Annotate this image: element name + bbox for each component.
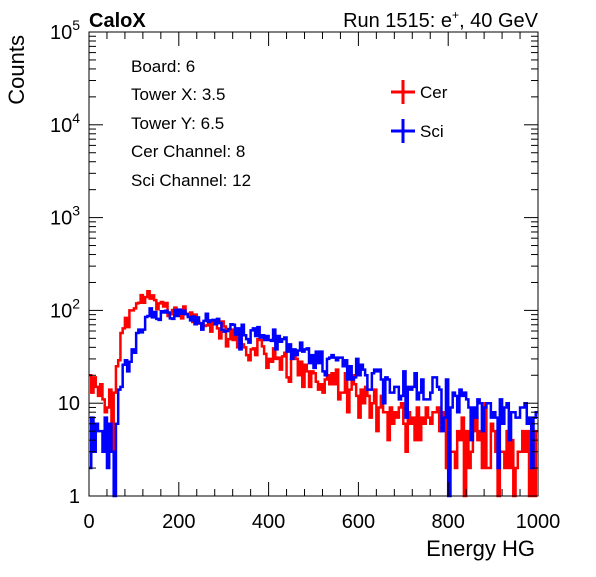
run-label-sup: + (452, 8, 459, 22)
x-axis-title: Energy HG (426, 536, 535, 561)
info-tower-y: Tower Y: 6.5 (131, 114, 224, 133)
legend-cer-marker (391, 80, 415, 104)
axis-layer: 0 200 400 600 800 1000 1 10 102 103 104 105 (50, 17, 560, 533)
legend-sci-marker (391, 119, 415, 143)
series-cer-line (89, 289, 538, 498)
x-tick-label: 400 (252, 511, 285, 533)
run-label: Run 1515: e+, 40 GeV (343, 8, 539, 32)
legend: Cer Sci (391, 80, 448, 143)
info-tower-x: Tower X: 3.5 (131, 85, 226, 104)
info-cer-channel: Cer Channel: 8 (131, 142, 245, 161)
info-board: Board: 6 (131, 57, 195, 76)
y-tick-label: 1 (69, 486, 80, 508)
x-tick-label: 800 (432, 511, 465, 533)
x-tick-label: 600 (342, 511, 375, 533)
run-label-prefix: Run 1515: e (343, 10, 452, 32)
y-tick-label: 103 (50, 203, 80, 230)
series-layer (89, 289, 538, 498)
series-sci-line (89, 307, 538, 498)
plot-frame (88, 31, 539, 497)
y-axis-title: Counts (4, 35, 29, 105)
series-sci (89, 307, 538, 498)
series-cer (89, 289, 538, 498)
y-tick-label: 105 (50, 17, 80, 44)
y-tick-label: 10 (58, 393, 80, 415)
run-label-suffix: , 40 GeV (459, 10, 539, 32)
y-tick-label: 104 (50, 110, 80, 137)
info-box: Board: 6 Tower X: 3.5 Tower Y: 6.5 Cer C… (131, 57, 251, 190)
x-tick-label: 1000 (516, 511, 561, 533)
x-tick-label: 200 (162, 511, 195, 533)
legend-cer-label: Cer (420, 83, 448, 102)
y-tick-label: 102 (50, 295, 80, 322)
legend-sci-label: Sci (420, 122, 444, 141)
x-tick-label: 0 (83, 511, 94, 533)
brand-label: CaloX (89, 10, 146, 32)
info-sci-channel: Sci Channel: 12 (131, 171, 251, 190)
